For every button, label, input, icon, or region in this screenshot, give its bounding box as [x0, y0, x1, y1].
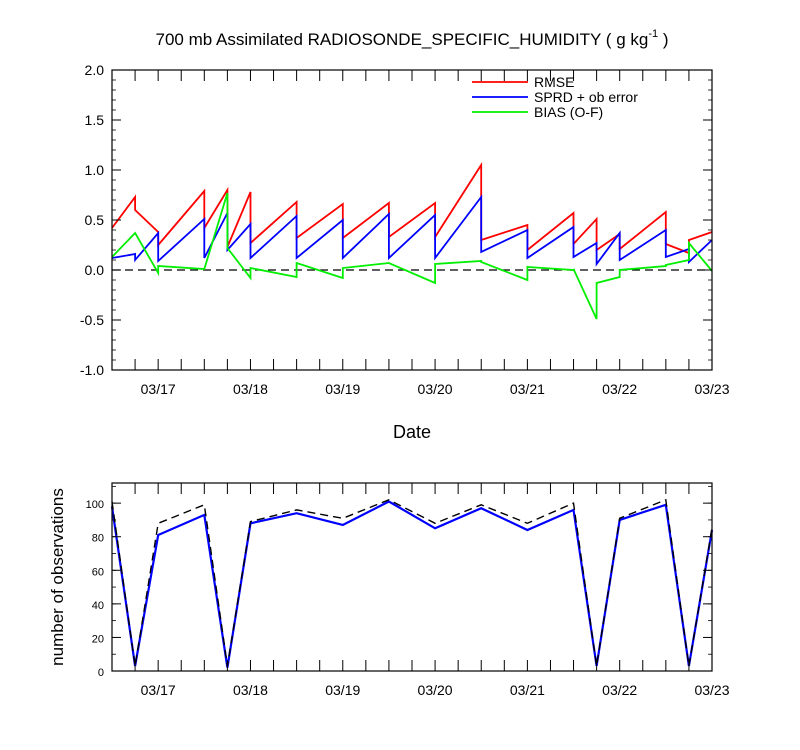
legend-label: SPRD + ob error: [534, 89, 638, 105]
y-tick-label: -0.5: [80, 312, 104, 328]
series-line-rmse: [111, 161, 713, 255]
y-tick-label: -1.0: [80, 362, 104, 378]
top-chart: 700 mb Assimilated RADIOSONDE_SPECIFIC_H…: [80, 28, 730, 442]
y-axis-label: number of observations: [48, 488, 67, 666]
y-tick-label: 60: [92, 566, 104, 578]
bottom-y-axis: 0 20 40 60 80 100: [86, 485, 712, 679]
y-tick-label: 20: [92, 633, 104, 645]
top-x-axis: 03/17 03/18 03/19 03/20 03/21 03/22 03/23: [111, 70, 730, 397]
x-tick-label: 03/23: [694, 381, 729, 397]
y-tick-label: 1.5: [85, 112, 105, 128]
x-axis-label: Date: [393, 422, 431, 442]
x-tick-label: 03/20: [418, 381, 453, 397]
y-tick-label: 0.5: [85, 212, 105, 228]
top-y-axis: -1.0 -0.5 0.0 0.5 1.0 1.5 2.0: [80, 62, 712, 378]
series-line-assimilated: [110, 500, 714, 668]
x-tick-label: 03/17: [141, 682, 176, 698]
title-end: ): [658, 30, 668, 49]
chart-title: 700 mb Assimilated RADIOSONDE_SPECIFIC_H…: [156, 28, 669, 49]
x-tick-label: 03/17: [141, 381, 176, 397]
series-line-bias-o-f-: [111, 192, 713, 320]
y-tick-label: 0: [98, 667, 104, 679]
series-line-possible: [111, 498, 713, 667]
x-tick-label: 03/19: [325, 682, 360, 698]
x-tick-label: 03/18: [233, 381, 268, 397]
x-tick-label: 03/23: [694, 682, 729, 698]
top-series-group: [111, 161, 713, 320]
x-tick-label: 03/19: [325, 381, 360, 397]
y-tick-label: 2.0: [85, 62, 105, 78]
y-tick-label: 1.0: [85, 162, 105, 178]
x-tick-label: 03/21: [510, 381, 545, 397]
y-tick-label: 100: [86, 499, 104, 511]
x-tick-label: 03/21: [510, 682, 545, 698]
x-tick-label: 03/22: [602, 381, 637, 397]
y-tick-label: 80: [92, 533, 104, 545]
series-line-sprd-ob-error: [111, 194, 713, 267]
y-tick-label: 40: [92, 600, 104, 612]
bottom-series-group: [110, 498, 714, 668]
x-tick-label: 03/20: [418, 682, 453, 698]
title-superscript: -1: [648, 28, 658, 40]
bottom-x-axis: 03/17 03/18 03/19 03/20 03/21 03/22 03/23: [111, 483, 730, 698]
x-tick-label: 03/18: [233, 682, 268, 698]
y-tick-label: 0.0: [85, 262, 105, 278]
x-tick-label: 03/22: [602, 682, 637, 698]
legend-label: BIAS (O-F): [534, 104, 603, 120]
legend-label: RMSE: [534, 74, 574, 90]
